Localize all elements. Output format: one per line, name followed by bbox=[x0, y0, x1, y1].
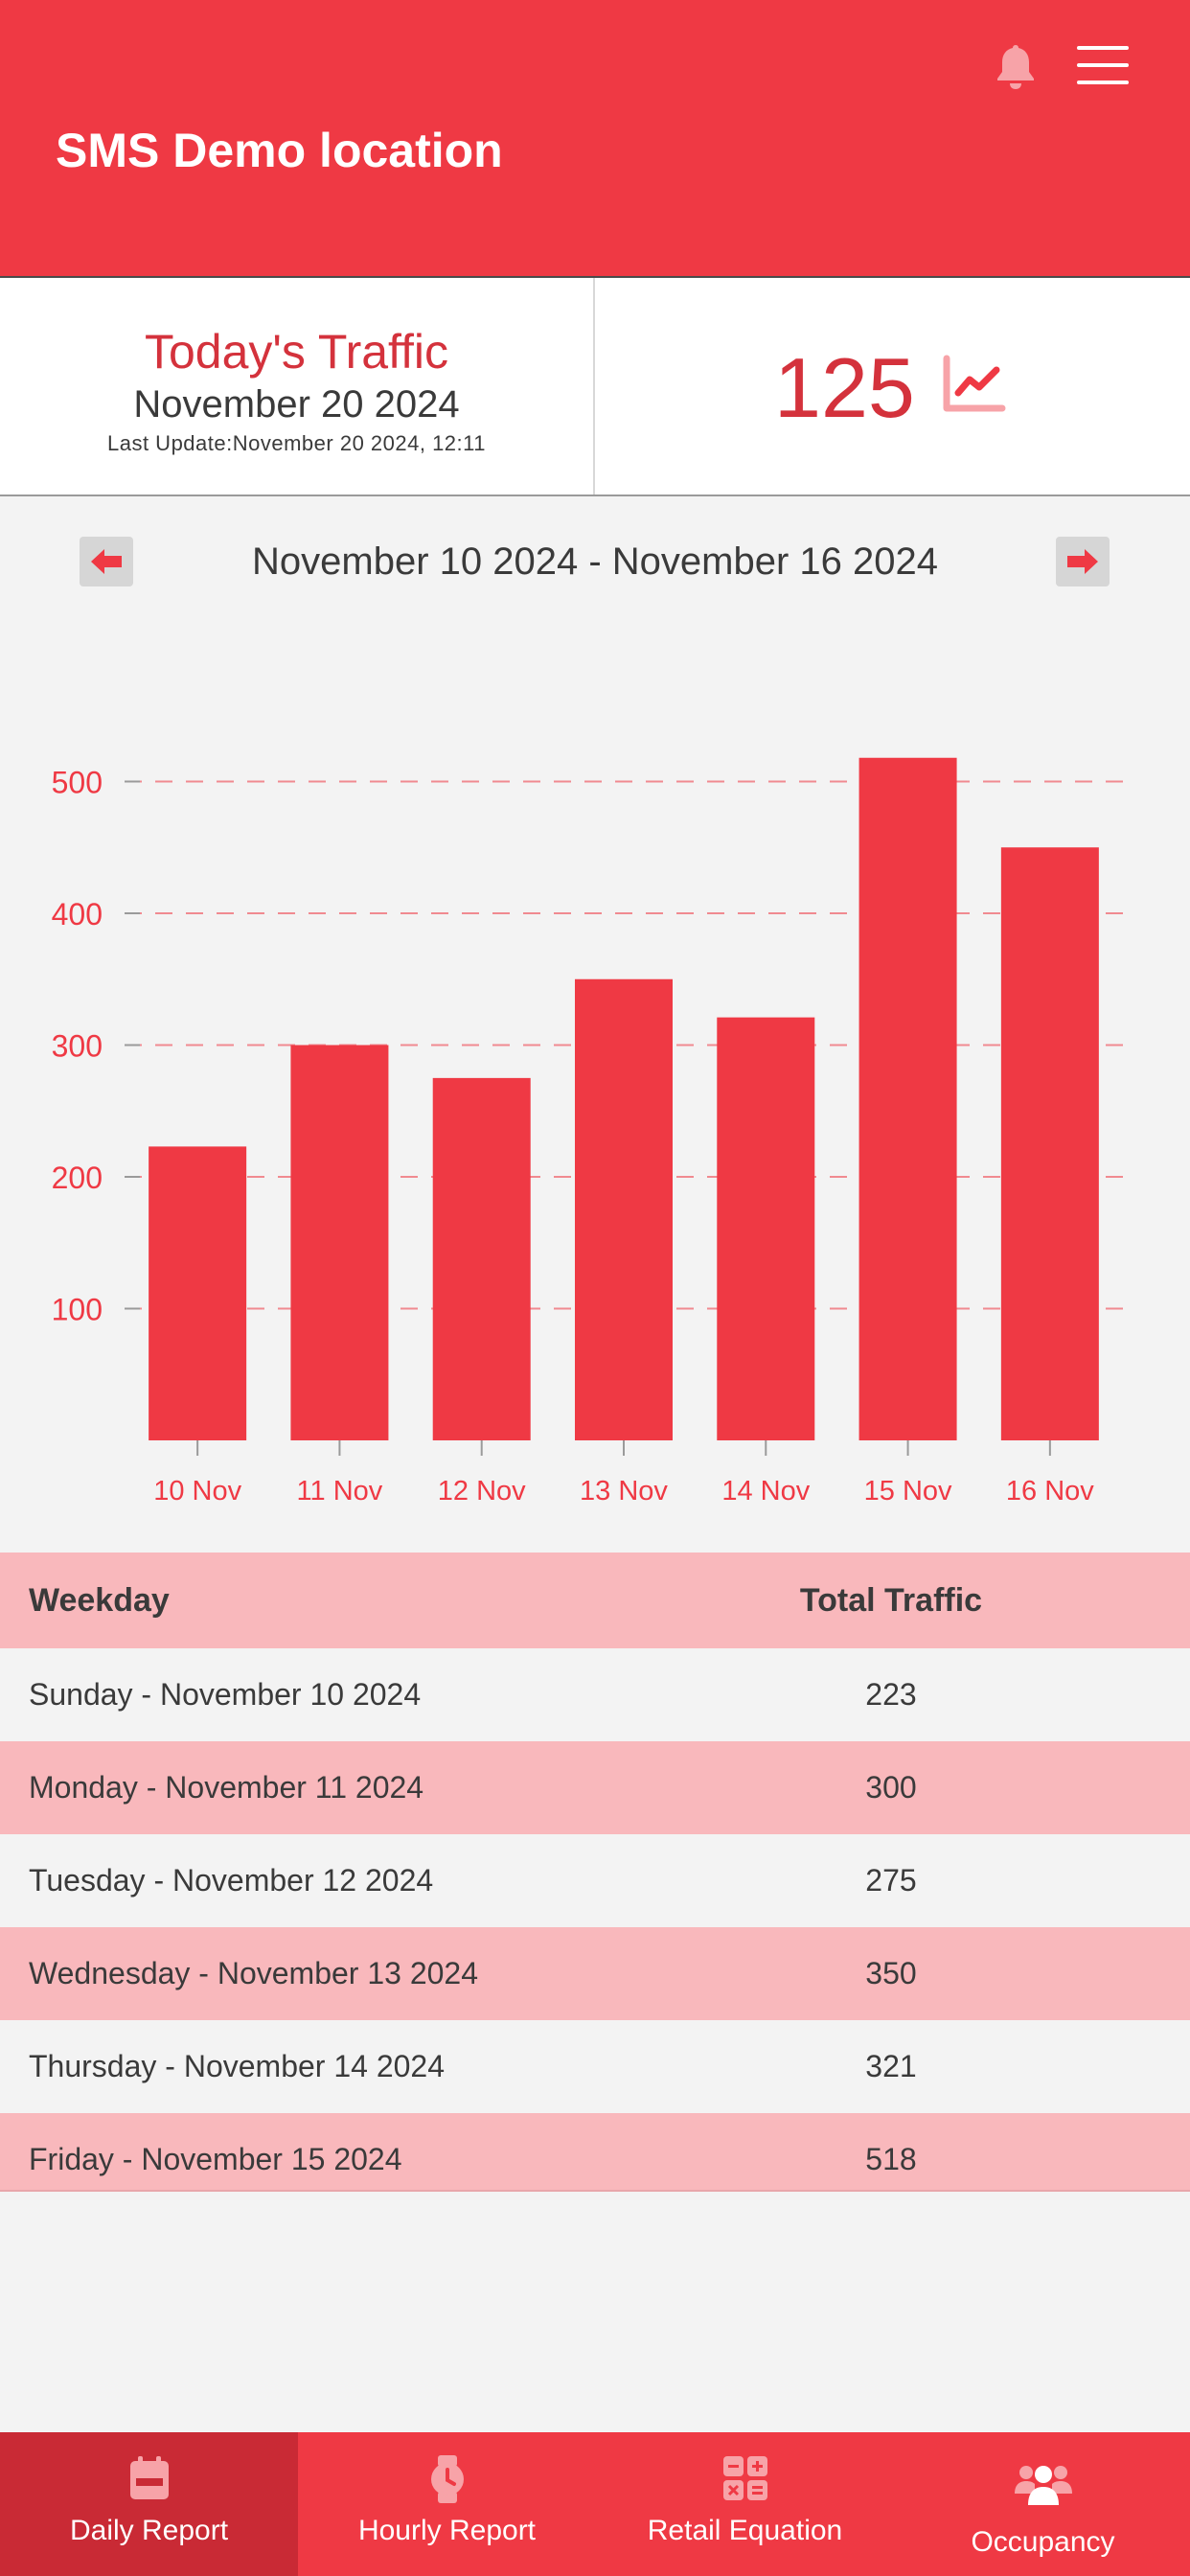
watch-icon bbox=[430, 2455, 464, 2503]
x-tick-label: 16 Nov bbox=[1006, 1476, 1094, 1506]
table-row: Monday - November 11 2024 300 bbox=[0, 1741, 1190, 1834]
table-row: Wednesday - November 13 2024 350 bbox=[0, 1927, 1190, 2020]
x-tick-label: 14 Nov bbox=[721, 1476, 810, 1506]
today-date: November 20 2024 bbox=[133, 383, 460, 426]
row-total: 223 bbox=[865, 1677, 917, 1712]
row-weekday: Wednesday - November 13 2024 bbox=[29, 1956, 479, 1990]
calculator-icon bbox=[722, 2456, 767, 2500]
row-total: 321 bbox=[865, 2049, 917, 2083]
row-weekday: Friday - November 15 2024 bbox=[29, 2142, 402, 2176]
x-tick-label: 13 Nov bbox=[580, 1476, 668, 1506]
menu-icon[interactable] bbox=[1077, 40, 1133, 88]
table-row: Sunday - November 10 2024 223 bbox=[0, 1648, 1190, 1741]
y-tick-label: 500 bbox=[52, 766, 103, 800]
tab-hourly-report[interactable]: Hourly Report bbox=[298, 2432, 596, 2576]
today-traffic-title: Today's Traffic bbox=[144, 325, 449, 379]
bar[interactable] bbox=[575, 978, 673, 1440]
people-icon bbox=[1014, 2466, 1072, 2505]
bar[interactable] bbox=[717, 1017, 815, 1440]
row-total: 350 bbox=[865, 1956, 917, 1990]
tab-retail-equation[interactable]: Retail Equation bbox=[596, 2432, 894, 2576]
table-row: Thursday - November 14 2024 321 bbox=[0, 2020, 1190, 2113]
today-count: 125 bbox=[774, 340, 915, 435]
table-row: Friday - November 15 2024 518 bbox=[0, 2113, 1190, 2190]
bottom-tab-bar: Daily Report Hourly Report bbox=[0, 2432, 1190, 2576]
row-total: 275 bbox=[865, 1863, 917, 1898]
tab-label: Occupancy bbox=[971, 2526, 1115, 2558]
y-tick-label: 100 bbox=[52, 1293, 103, 1327]
arrow-right-icon bbox=[1067, 549, 1098, 574]
tab-daily-report[interactable]: Daily Report bbox=[0, 2432, 298, 2576]
row-total: 518 bbox=[865, 2142, 917, 2176]
row-weekday: Tuesday - November 12 2024 bbox=[29, 1863, 434, 1898]
last-update: Last Update:November 20 2024, 12:11 bbox=[106, 431, 486, 455]
table-bottom-line bbox=[0, 2190, 1190, 2192]
prev-week-button[interactable] bbox=[80, 537, 133, 586]
divider bbox=[593, 278, 595, 494]
next-week-button[interactable] bbox=[1056, 537, 1110, 586]
row-weekday: Thursday - November 14 2024 bbox=[29, 2049, 445, 2083]
tab-occupancy[interactable]: Occupancy bbox=[894, 2432, 1190, 2576]
bar-chart: 100 200 300 400 500 10 Nov 11 Nov 12 Nov 13 Nov 1… bbox=[52, 757, 1129, 1506]
weekday-table: Weekday Total Traffic Sunday - November … bbox=[0, 1552, 1190, 2192]
bar[interactable] bbox=[432, 1077, 531, 1440]
tab-label: Hourly Report bbox=[357, 2515, 537, 2546]
y-tick-label: 300 bbox=[52, 1029, 103, 1064]
location-title: SMS Demo location bbox=[56, 124, 503, 177]
x-tick-label: 10 Nov bbox=[153, 1476, 241, 1506]
app-header: SMS Demo location bbox=[0, 0, 1190, 276]
trend-chart-icon bbox=[943, 355, 1006, 412]
today-info: Today's Traffic November 20 2024 Last Up… bbox=[0, 278, 593, 494]
bar[interactable] bbox=[858, 757, 957, 1440]
bar[interactable] bbox=[149, 1146, 247, 1440]
y-tick-label: 200 bbox=[52, 1161, 103, 1195]
row-total: 300 bbox=[865, 1770, 917, 1805]
row-weekday: Monday - November 11 2024 bbox=[29, 1770, 424, 1805]
bar[interactable] bbox=[290, 1045, 389, 1441]
today-traffic-panel: Today's Traffic November 20 2024 Last Up… bbox=[0, 276, 1190, 496]
calendar-icon bbox=[129, 2456, 169, 2499]
x-tick-label: 15 Nov bbox=[864, 1476, 952, 1506]
arrow-left-icon bbox=[91, 549, 122, 574]
row-weekday: Sunday - November 10 2024 bbox=[29, 1677, 422, 1712]
x-tick-label: 12 Nov bbox=[438, 1476, 526, 1506]
header-total-traffic: Total Traffic bbox=[799, 1582, 983, 1619]
weekly-traffic-chart: 100 200 300 400 500 10 Nov 11 Nov 12 Nov 13 Nov 1… bbox=[0, 709, 1190, 1533]
x-tick-label: 11 Nov bbox=[297, 1476, 383, 1506]
tab-label: Retail Equation bbox=[647, 2515, 843, 2546]
bar[interactable] bbox=[1000, 847, 1099, 1440]
week-range: November 10 2024 - November 16 2024 bbox=[252, 540, 938, 583]
table-header: Weekday Total Traffic bbox=[0, 1552, 1190, 1648]
y-tick-label: 400 bbox=[52, 897, 103, 932]
bell-icon[interactable] bbox=[987, 38, 1044, 96]
header-weekday: Weekday bbox=[29, 1582, 170, 1619]
table-row: Tuesday - November 12 2024 275 bbox=[0, 1834, 1190, 1927]
tab-label: Daily Report bbox=[69, 2515, 229, 2546]
